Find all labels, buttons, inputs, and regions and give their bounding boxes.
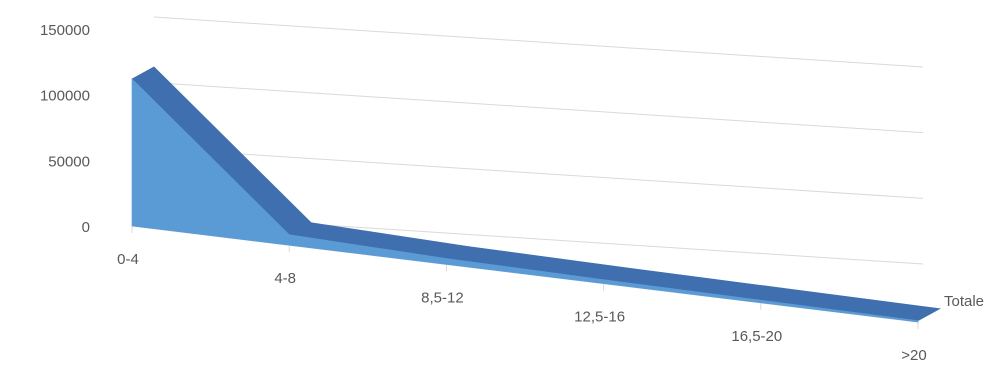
x-tick-label: 0-4	[117, 251, 139, 268]
gridline	[153, 16, 924, 68]
x-tick-label: 16,5-20	[731, 328, 782, 345]
area-series	[131, 66, 941, 323]
gridlines	[153, 16, 924, 265]
series-label: Totale	[944, 293, 984, 310]
axis-labels: 0 50000 100000 150000 0-4 4-8 8,5-12 12,5-16 16,…	[40, 22, 984, 364]
x-tick-label: >20	[901, 347, 926, 364]
gridline	[153, 147, 924, 199]
x-tick-label: 4-8	[274, 270, 296, 287]
y-tick-label: 0	[82, 219, 90, 236]
x-tick-label: 12,5-16	[574, 309, 625, 326]
x-tick-label: 8,5-12	[421, 289, 464, 306]
y-tick-label: 150000	[40, 22, 90, 39]
gridline	[153, 82, 924, 134]
area-front-face	[131, 78, 919, 323]
y-tick-label: 50000	[48, 153, 90, 170]
y-tick-label: 100000	[40, 88, 90, 105]
